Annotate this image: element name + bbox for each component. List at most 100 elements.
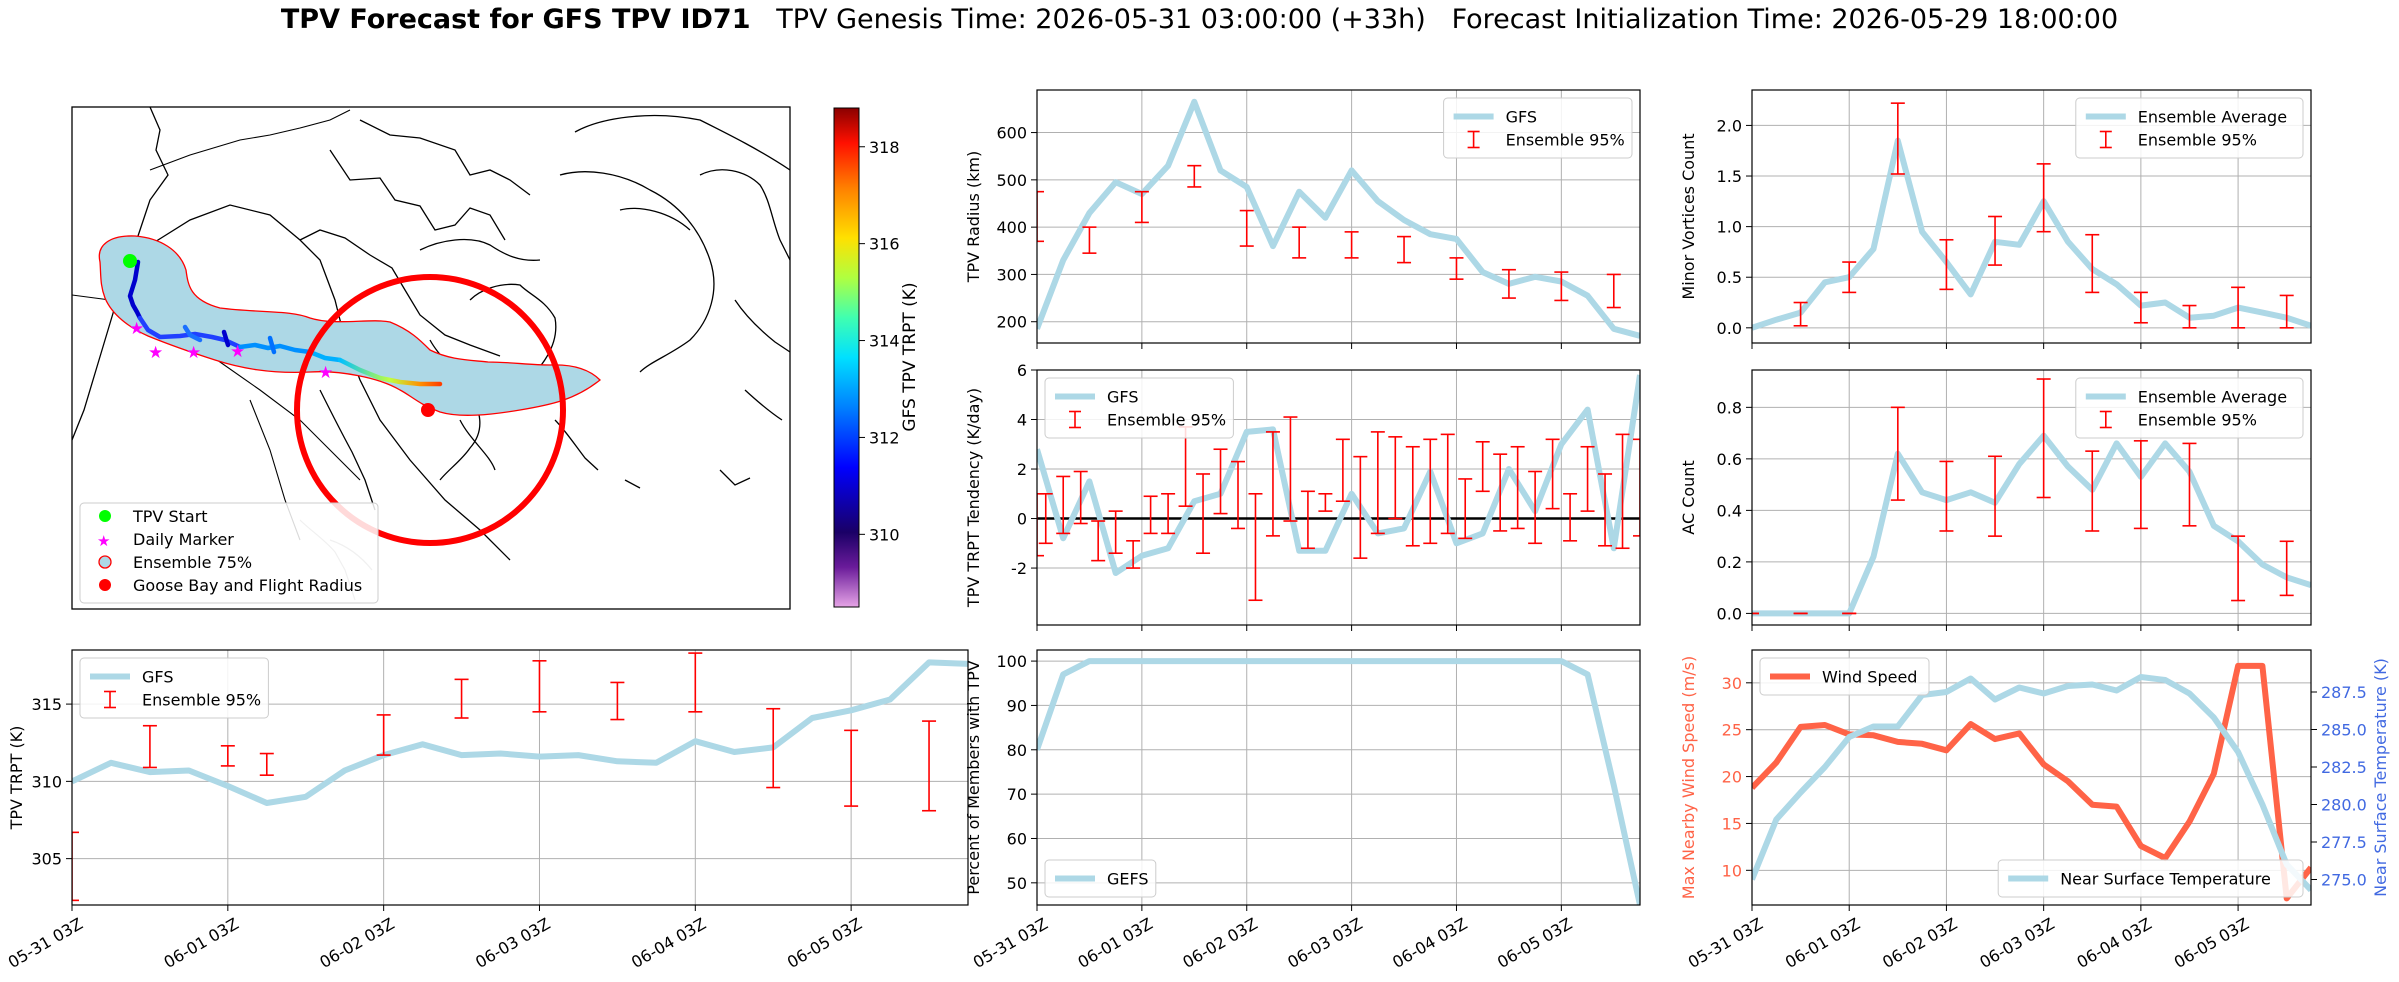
legend-tpv-start-label: TPV Start xyxy=(132,507,208,526)
colorbar-tick-label: 316 xyxy=(869,235,900,254)
plot-marks xyxy=(1752,662,2311,902)
error-bar xyxy=(1458,478,1473,540)
axes-frame xyxy=(1036,649,1641,906)
error-bar xyxy=(1449,257,1464,280)
y-tick-label: 0.2 xyxy=(1717,553,1742,572)
y-tick-label: 0.8 xyxy=(1717,398,1742,417)
legend-box xyxy=(1044,859,1157,898)
error-bar xyxy=(1056,475,1071,535)
flight-radius-circle xyxy=(294,274,566,546)
axes-frame xyxy=(1751,649,2312,906)
error-bar xyxy=(1196,473,1211,555)
legend-swatch xyxy=(1069,410,1081,429)
legend-box xyxy=(1044,377,1234,439)
y-tick-label: 100 xyxy=(996,652,1027,671)
tpv-track xyxy=(127,259,443,387)
colorbar-ticks: 310 312 314 316 318 xyxy=(859,138,900,544)
x-tick-label: 05-31 03Z xyxy=(970,914,1051,972)
error-bar xyxy=(2085,450,2100,532)
error-bar xyxy=(1890,406,1905,501)
x-tick-label: 06-05 03Z xyxy=(1494,914,1575,972)
x-tick-label: 06-04 03Z xyxy=(1389,914,1470,972)
y-tick-label: 60 xyxy=(1007,829,1027,848)
colorbar-tick-label: 310 xyxy=(869,525,900,544)
error-bar xyxy=(1615,433,1630,550)
error-bar xyxy=(2133,440,2148,530)
colorbar-tick-label: 314 xyxy=(869,332,900,351)
legend-label: GFS xyxy=(1107,388,1138,407)
error-bar xyxy=(766,707,781,789)
daily-marker: ★ xyxy=(129,319,144,339)
legend-ensemble-label: Ensemble 75% xyxy=(133,553,252,572)
legend-box xyxy=(1443,97,1633,159)
plot-marks xyxy=(1037,98,1640,339)
daily-marker: ★ xyxy=(186,343,201,363)
y-tick-label: 200 xyxy=(996,313,1027,332)
error-bar xyxy=(532,660,547,713)
x-tick-label: 06-01 03Z xyxy=(1075,914,1156,972)
y-tick-label: 300 xyxy=(996,265,1027,284)
error-bar xyxy=(259,752,274,776)
y-tick-label: 2.0 xyxy=(1717,116,1742,135)
legend-label: Wind Speed xyxy=(1822,668,1917,687)
y-axis-label: TPV TRPT (K) xyxy=(7,726,26,831)
error-bar xyxy=(1528,470,1543,545)
daily-markers: ★ ★ ★ ★ ★ xyxy=(129,319,333,383)
error-bar xyxy=(1793,301,1808,327)
error-bar xyxy=(688,652,703,713)
y-tick-label: 0 xyxy=(1017,510,1027,529)
error-bar xyxy=(220,745,235,767)
y-tick-label: 1.5 xyxy=(1717,167,1742,186)
error-bar xyxy=(1213,448,1228,515)
series-line xyxy=(1752,137,2311,331)
y-tick-label: 310 xyxy=(31,772,62,791)
daily-marker: ★ xyxy=(148,343,163,363)
error-bar xyxy=(72,831,79,902)
series-line xyxy=(1752,662,2311,902)
map-legend-box xyxy=(79,502,379,604)
y-axis-label: Percent of Members with TPV xyxy=(964,660,983,894)
legend-swatch xyxy=(1467,130,1480,149)
y-right-tick-label: 282.5 xyxy=(2321,758,2367,777)
legend-label: Ensemble Average xyxy=(2138,108,2287,127)
colorbar-label: GFS TPV TRPT (K) xyxy=(900,282,920,431)
y-tick-label: 1.0 xyxy=(1717,218,1742,237)
legend-label: Ensemble 95% xyxy=(2138,411,2257,430)
error-bar xyxy=(2085,233,2100,294)
colorbar-tick-label: 318 xyxy=(869,138,900,157)
error-bar xyxy=(2231,286,2246,329)
error-bar xyxy=(1126,540,1141,569)
error-bar xyxy=(1388,436,1403,520)
axes-frame xyxy=(1036,369,1641,626)
map-legend: TPV Start ★ Daily Marker Ensemble 75% Go… xyxy=(79,502,379,604)
y-tick-label: 15 xyxy=(1722,814,1742,833)
error-bar xyxy=(1598,473,1613,547)
error-bar xyxy=(1580,445,1595,512)
legend-swatch xyxy=(2099,130,2112,149)
legend-daily-marker-label: Daily Marker xyxy=(133,530,234,549)
title-bold: TPV Forecast for GFS TPV ID71 xyxy=(280,4,751,35)
chart-tpv-radius: 200 300 400 500 600 TPV Radius (km) GFS Ensembl… xyxy=(964,89,1641,349)
error-bar xyxy=(1545,438,1560,510)
chart-legend: GEFS xyxy=(1044,859,1157,898)
error-bar xyxy=(1842,261,1857,294)
legend-box xyxy=(1997,859,2304,898)
chart-legend: GFS Ensemble 95% xyxy=(1443,97,1633,159)
error-bar xyxy=(1890,102,1905,175)
error-bar xyxy=(1939,460,1954,532)
y-tick-label: 600 xyxy=(996,124,1027,143)
legend-label: Ensemble 95% xyxy=(1506,131,1625,150)
plot-marks xyxy=(1037,374,1640,602)
plot-marks xyxy=(1037,658,1640,905)
error-bar xyxy=(1248,492,1263,602)
map-frame xyxy=(71,106,791,610)
error-bar xyxy=(1606,273,1621,309)
error-bar xyxy=(1335,438,1350,503)
chart-legend: Ensemble Average Ensemble 95% xyxy=(2075,377,2304,439)
error-bar xyxy=(1108,510,1123,555)
error-bar xyxy=(2036,163,2051,233)
error-bar xyxy=(1143,495,1158,535)
series-line xyxy=(72,659,968,806)
chart-legend: Ensemble Average Ensemble 95% xyxy=(2075,97,2304,159)
